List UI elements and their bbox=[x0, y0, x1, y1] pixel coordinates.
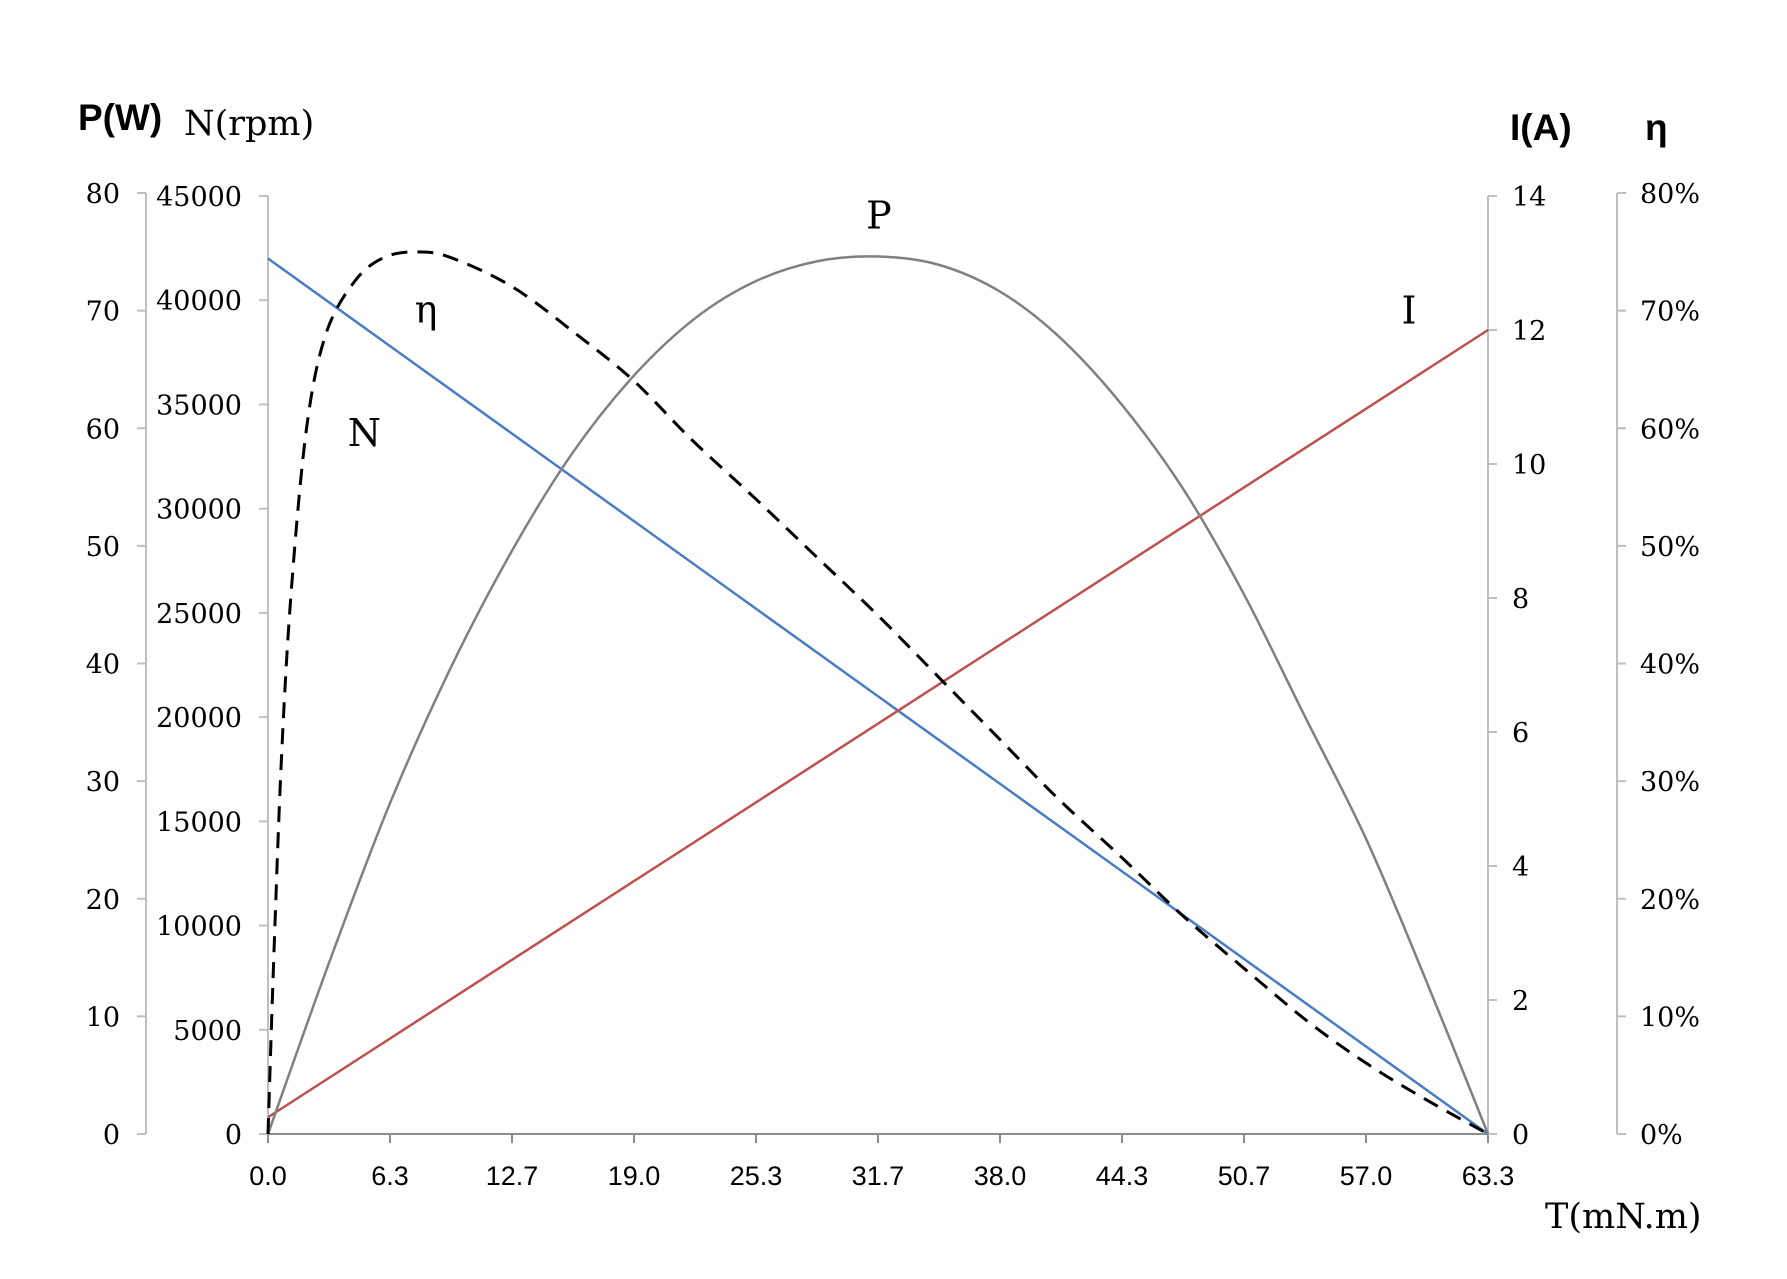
speed-axis-tick-label: 35000 bbox=[156, 390, 242, 421]
current-axis-tick-label: 10 bbox=[1512, 450, 1546, 481]
power-axis-tick-label: 40 bbox=[86, 650, 120, 681]
x-axis-tick-label: 25.3 bbox=[730, 1161, 783, 1191]
efficiency-axis-tick-label: 20% bbox=[1640, 885, 1700, 916]
torque-axis-title: T(mN.m) bbox=[1545, 1197, 1702, 1237]
speed-axis-tick-label: 10000 bbox=[156, 912, 242, 943]
speed-axis-tick-label: 45000 bbox=[156, 182, 242, 213]
x-axis-tick-label: 31.7 bbox=[852, 1161, 905, 1191]
power-axis-tick-label: 60 bbox=[86, 414, 120, 445]
speed-axis-tick-label: 15000 bbox=[156, 807, 242, 838]
x-axis-tick-label: 44.3 bbox=[1096, 1161, 1149, 1191]
axes-layer: 0.0 6.3 12.7 19.0 25.3 31.7 38.0 44.3 50.7 57.0 63… bbox=[86, 179, 1700, 1191]
current-axis-tick-label: 8 bbox=[1512, 584, 1529, 615]
speed-axis-tick-label: 0 bbox=[225, 1120, 242, 1151]
current-series-line bbox=[267, 328, 1489, 1119]
x-axis-tick-label: 57.0 bbox=[1340, 1161, 1393, 1191]
efficiency-axis-tick-label: 80% bbox=[1640, 179, 1700, 210]
series-layer bbox=[266, 250, 1490, 1136]
efficiency-axis-tick-label: 30% bbox=[1640, 767, 1700, 798]
x-axis-tick-label: 50.7 bbox=[1218, 1161, 1271, 1191]
efficiency-axis-tick-label: 50% bbox=[1640, 532, 1700, 563]
power-axis-tick-label: 50 bbox=[86, 532, 120, 563]
power-axis-tick-label: 10 bbox=[86, 1002, 120, 1033]
power-axis-tick-label: 70 bbox=[86, 297, 120, 328]
power-axis-title: P(W) bbox=[78, 97, 162, 138]
efficiency-axis-tick-label: 60% bbox=[1640, 414, 1700, 445]
power-curve-label: P bbox=[866, 193, 892, 237]
speed-axis-tick-label: 5000 bbox=[173, 1016, 242, 1047]
speed-series-line bbox=[267, 257, 1489, 1136]
efficiency-axis-tick-label: 10% bbox=[1640, 1002, 1700, 1033]
x-axis-tick-label: 38.0 bbox=[974, 1161, 1027, 1191]
current-axis-tick-label: 6 bbox=[1512, 718, 1529, 749]
current-curve-label: I bbox=[1401, 288, 1416, 332]
x-axis-tick-label: 12.7 bbox=[486, 1161, 539, 1191]
x-axis-tick-label: 63.3 bbox=[1462, 1161, 1515, 1191]
speed-curve-label: N bbox=[348, 411, 381, 455]
current-axis-tick-label: 12 bbox=[1512, 316, 1546, 347]
power-axis-tick-label: 0 bbox=[103, 1120, 120, 1151]
power-axis-tick-label: 80 bbox=[86, 179, 120, 210]
current-axis-tick-label: 0 bbox=[1512, 1120, 1529, 1151]
speed-axis-title: N(rpm) bbox=[184, 104, 314, 144]
speed-axis-tick-label: 40000 bbox=[156, 286, 242, 317]
power-axis-tick-label: 20 bbox=[86, 885, 120, 916]
x-axis-tick-label: 6.3 bbox=[371, 1161, 409, 1191]
efficiency-axis-tick-label: 40% bbox=[1640, 650, 1700, 681]
efficiency-series-line bbox=[266, 250, 1489, 1136]
speed-axis-tick-label: 30000 bbox=[156, 495, 242, 526]
x-axis-tick-label: 0.0 bbox=[249, 1161, 287, 1191]
efficiency-curve-label: η bbox=[415, 287, 438, 331]
x-axis-tick-label: 19.0 bbox=[608, 1161, 661, 1191]
speed-axis-tick-label: 20000 bbox=[156, 703, 242, 734]
power-axis-tick-label: 30 bbox=[86, 767, 120, 798]
efficiency-axis-tick-label: 70% bbox=[1640, 297, 1700, 328]
current-axis-tick-label: 14 bbox=[1512, 182, 1546, 213]
current-axis-title: I(A) bbox=[1510, 107, 1572, 148]
efficiency-axis-title: η bbox=[1645, 107, 1668, 148]
current-axis-tick-label: 2 bbox=[1512, 986, 1529, 1017]
power-series-line bbox=[266, 255, 1490, 1135]
current-axis-tick-label: 4 bbox=[1512, 852, 1529, 883]
efficiency-axis-tick-label: 0% bbox=[1640, 1120, 1683, 1151]
speed-axis-tick-label: 25000 bbox=[156, 599, 242, 630]
labels-layer: P(W) N(rpm) I(A) η T(mN.m) Nη P I bbox=[78, 97, 1702, 1237]
